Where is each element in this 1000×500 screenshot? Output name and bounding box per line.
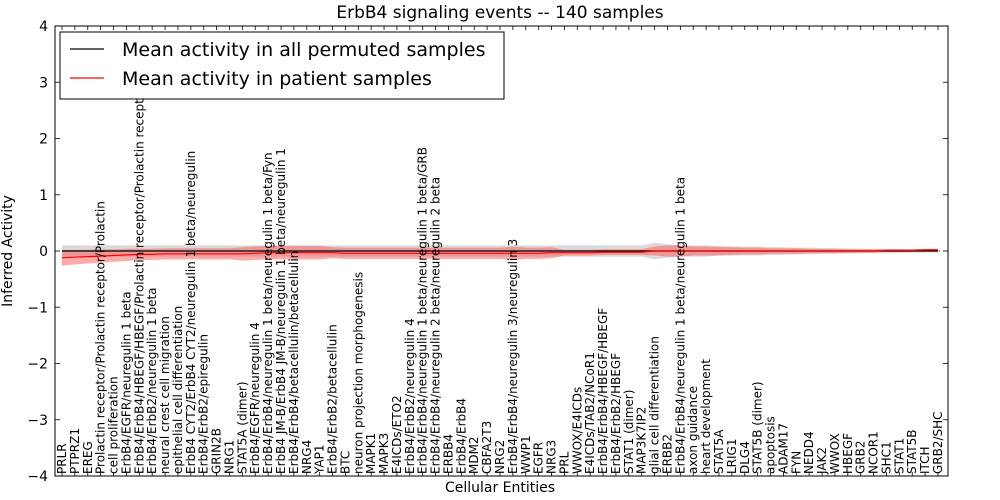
x-tick-label: heart development (699, 359, 713, 474)
x-tick-label: NRG2 (493, 440, 507, 474)
x-tick-label: STAT5B (dimer) (751, 381, 765, 474)
x-tick-label: ErbB4/ErbB4/HBEGF/HBEGF/Prolactin recept… (132, 31, 146, 474)
y-tick-label: −1 (27, 300, 48, 316)
x-tick-label: neuron projection morphogenesis (351, 272, 365, 474)
legend: Mean activity in all permuted samples Me… (59, 31, 505, 100)
x-tick-label: ErbB4/ErbB2/betacellulin (326, 324, 340, 474)
x-tick-label: E4ICDs/ETO2 (390, 395, 404, 474)
x-tick-label: CBFA2T3 (480, 421, 494, 474)
x-tick-label: ErbB4/ErbB4/neuregulin 2 beta/neuregulin… (429, 177, 443, 474)
x-tick-label: PRL (557, 451, 571, 474)
x-tick-label: BTC (338, 451, 352, 474)
x-tick-label: NCOR1 (867, 431, 881, 474)
y-axis: 4 3 2 1 0 −1 −2 −3 −4 (27, 19, 948, 485)
y-tick-label: 4 (39, 19, 48, 35)
y-tick-label: 2 (39, 132, 48, 148)
x-tick-label: apoptosis (764, 416, 778, 474)
x-tick-label: NRG1 (223, 440, 237, 474)
x-tick-label: cell proliferation (107, 376, 121, 474)
x-tick-label: STAT5B (905, 430, 919, 475)
x-tick-label: ErbB4/ErbB2/neuregulin 1 beta (145, 287, 159, 474)
x-tick-label: ErbB4/ErbB4/neuregulin 1 beta/neuregulin… (416, 147, 430, 474)
x-tick-label: WWOX (828, 433, 842, 474)
x-tick-label: ErbB4/ErbB4/neuregulin 1 beta/neuregulin… (673, 177, 687, 474)
x-tick-label: MAP3K7IP2 (635, 407, 649, 474)
x-tick-label: STAT1 (892, 438, 906, 474)
x-tick-label: JAK2 (815, 447, 829, 475)
x-tick-label: epithelial cell differentiation (171, 306, 185, 474)
x-tick-label: HBEGF (841, 433, 855, 474)
x-tick-label: WWOX/E4ICDs (570, 387, 584, 474)
x-tick-label: ErbB4/ErbB2/neuregulin 4 (403, 318, 417, 474)
x-tick-label: ErbB4/ErbB2/HBEGF (609, 353, 623, 474)
x-tick-label: STAT5A (dimer) (235, 381, 249, 474)
y-axis-label: Inferred Activity (0, 195, 16, 307)
x-tick-label: PTPRZ1 (68, 428, 82, 474)
legend-label-permuted: Mean activity in all permuted samples (122, 39, 485, 61)
x-tick-label: ERBB4 (442, 434, 456, 474)
x-tick-label: FYN (789, 451, 803, 474)
x-tick-label: ErbB4/ErbB4/neuregulin 3/neuregulin 3 (506, 239, 520, 474)
x-tick-label: ErbB4/EGFR/neuregulin 1 beta (119, 291, 133, 474)
y-tick-label: 0 (39, 244, 48, 260)
x-tick-label: GRB2/SHC (931, 411, 945, 474)
x-tick-label: Prolactin receptor/Prolactin receptor/Pr… (94, 201, 108, 474)
x-tick-label: YAP1 (313, 445, 327, 475)
x-tick-label: STAT5A (712, 429, 726, 474)
x-tick-label: GRB2 (854, 440, 868, 474)
x-tick-label: ERBB2 (661, 434, 675, 474)
x-tick-label: ErbB4/ErbB4/HBEGF/HBEGF (596, 308, 610, 474)
x-tick-label: GRIN2B (210, 428, 224, 474)
x-tick-label: ErbB4 CYT2/ErbB4 CYT2/neuregulin 1 beta/… (184, 151, 198, 474)
chart-title: ErbB4 signaling events -- 140 samples (336, 3, 663, 23)
legend-label-patient: Mean activity in patient samples (122, 68, 432, 90)
series-lines (61, 249, 938, 259)
x-tick-label: STAT1 (dimer) (622, 390, 636, 474)
x-axis-label: Cellular Entities (445, 480, 555, 496)
x-tick-label: glial cell differentiation (648, 336, 662, 474)
x-tick-label: E4ICDs/TAB2/NCoR1 (583, 352, 597, 474)
x-tick-label: neural crest cell migration (158, 316, 172, 474)
x-tick-label: MDM2 (467, 436, 481, 474)
y-tick-label: 3 (39, 75, 48, 91)
x-tick-label: NRG3 (545, 440, 559, 474)
x-tick-label: EGFR (532, 442, 546, 474)
x-tick-label: ErbB4/ErbB4 (454, 398, 468, 474)
y-tick-label: −3 (27, 413, 48, 429)
x-tick-label: ErbB4/EGFR/neuregulin 4 (248, 322, 262, 474)
plot-frame (54, 25, 949, 477)
line-series-1 (61, 249, 938, 259)
y-tick-label: 1 (39, 188, 48, 204)
x-tick-label: NEDD4 (802, 431, 816, 474)
x-tick-label: MAPK1 (364, 433, 378, 474)
x-tick-label: WWP1 (519, 435, 533, 474)
x-tick-label: axon guidance (686, 386, 700, 474)
x-tick-label: ErbB4/ErbB4/betacellulin/betacellulin (287, 251, 301, 474)
x-tick-label: MAPK3 (377, 433, 391, 474)
x-tick-label: LRIG1 (725, 439, 739, 475)
x-tick-label: DLG4 (738, 441, 752, 474)
y-tick-label: −2 (27, 357, 48, 373)
x-tick-label: NRG4 (300, 440, 314, 474)
x-tick-label: ErbB4/ErbB2/epiregulin (197, 334, 211, 474)
legend-box (59, 31, 505, 100)
x-tick-label: ErbB4/ErbB4/neuregulin 1 beta/neuregulin… (261, 152, 275, 474)
x-tick-label: ErbB4 JM-B/ErbB4 JM-B/neuregulin 1 beta/… (274, 148, 288, 474)
x-tick-label: ADAM17 (776, 423, 790, 474)
x-tick-label: SHC1 (880, 441, 894, 474)
x-tick-label: ITCH (918, 446, 932, 474)
x-tick-label: EREG (81, 441, 95, 474)
y-tick-label: −4 (27, 469, 48, 485)
x-tick-label: PRLR (55, 443, 69, 474)
